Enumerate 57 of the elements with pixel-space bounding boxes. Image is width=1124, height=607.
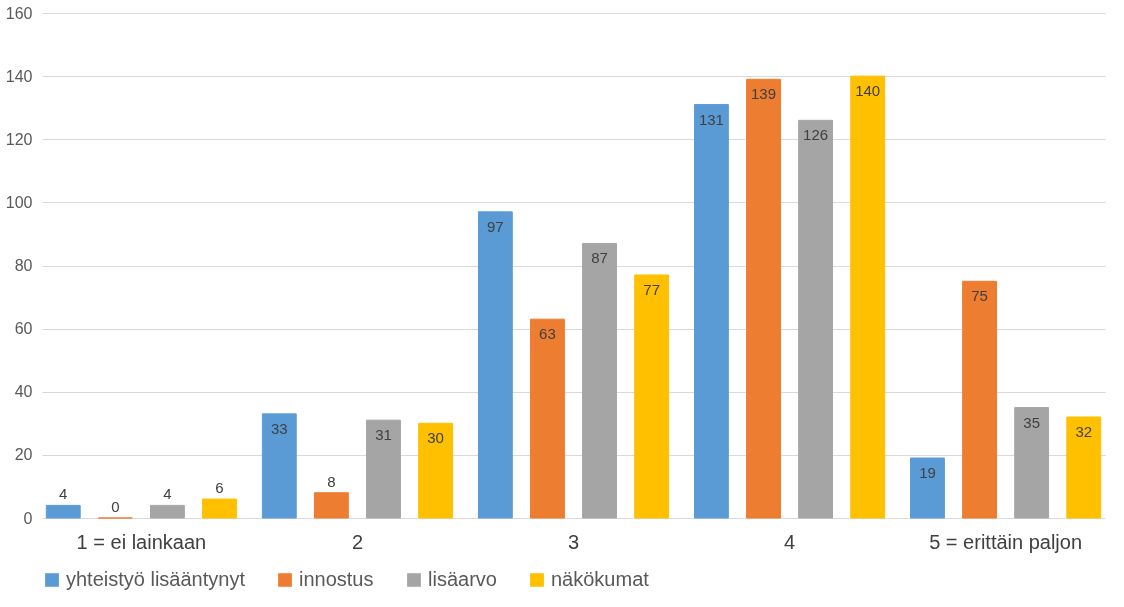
data-label: 139 — [751, 85, 777, 103]
data-label: 4 — [163, 485, 172, 503]
x-tick-label: 4 — [783, 530, 796, 553]
y-tick-label: 140 — [5, 67, 33, 85]
bar — [850, 75, 886, 519]
bar — [798, 119, 834, 519]
data-label: 19 — [919, 464, 936, 482]
x-tick-label: 2 — [351, 530, 364, 553]
y-tick-label: 100 — [5, 193, 33, 211]
data-label: 97 — [487, 217, 504, 235]
y-tick-label: 120 — [5, 130, 33, 148]
bar — [693, 104, 729, 519]
bar — [45, 504, 81, 519]
data-label: 33 — [270, 419, 288, 437]
data-label: 32 — [1075, 423, 1093, 440]
data-label: 6 — [215, 479, 224, 497]
bar — [634, 274, 670, 519]
y-tick-label: 160 — [5, 4, 33, 22]
data-label: 4 — [59, 485, 68, 503]
x-tick-label: 1 = ei lainkaan — [76, 530, 207, 553]
bar — [910, 457, 945, 519]
data-label: 0 — [111, 498, 120, 515]
y-tick-label: 80 — [14, 257, 33, 274]
bar — [202, 498, 237, 519]
y-tick-label: 20 — [14, 446, 33, 464]
x-tick-label: 5 = erittäin paljon — [929, 530, 1083, 553]
data-label: 87 — [591, 249, 608, 267]
legend-label: lisäarvo — [428, 568, 497, 590]
bar — [313, 492, 349, 519]
legend-label: yhteistyö lisääntynyt — [66, 568, 246, 590]
data-label: 63 — [539, 325, 556, 343]
bar — [477, 211, 513, 519]
data-label: 126 — [803, 126, 829, 144]
data-label: 8 — [327, 472, 336, 490]
data-label: 35 — [1023, 413, 1040, 431]
bar — [1066, 416, 1102, 519]
y-tick-label: 60 — [14, 320, 33, 338]
y-tick-label: 40 — [14, 383, 33, 401]
bar — [418, 422, 454, 519]
bar — [150, 504, 185, 519]
bar — [582, 242, 617, 519]
data-label: 140 — [855, 82, 881, 100]
bar — [530, 318, 565, 519]
legend-label: näkökumat — [551, 568, 650, 590]
bar — [261, 413, 297, 519]
data-label: 75 — [971, 287, 988, 305]
bar — [746, 78, 781, 519]
legend-label: innostus — [299, 568, 374, 590]
data-label: 30 — [427, 429, 444, 447]
bar — [366, 419, 401, 519]
x-tick-label: 3 — [567, 530, 580, 553]
data-label: 77 — [643, 280, 660, 298]
data-label: 31 — [375, 426, 392, 444]
y-tick-label: 0 — [23, 509, 33, 527]
bar — [962, 280, 997, 519]
data-label: 131 — [698, 110, 724, 128]
bar — [1014, 407, 1050, 519]
